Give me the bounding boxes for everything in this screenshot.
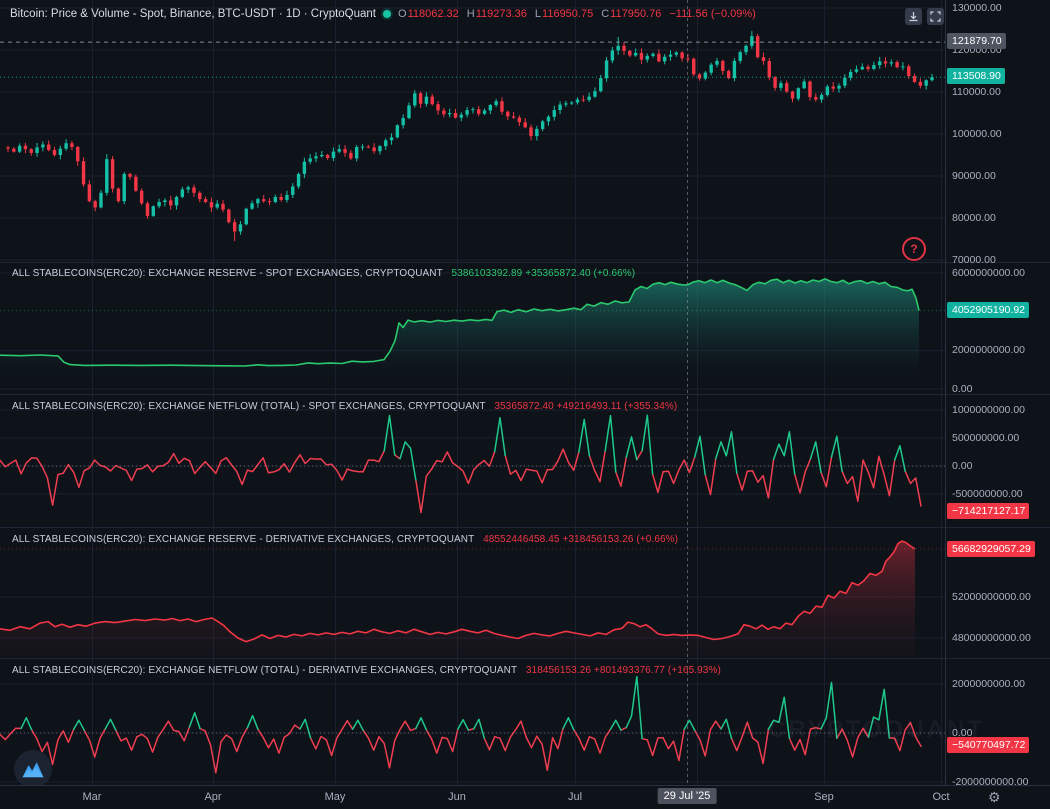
axis-tick-label: 90000.00: [952, 169, 996, 182]
spot-netflow-pane[interactable]: [0, 394, 945, 527]
pane-title: ALL STABLECOINS(ERC20): EXCHANGE RESERVE…: [12, 534, 475, 545]
month-label: Oct: [932, 791, 950, 803]
price-scale[interactable]: 130000.00 120000.00 110000.00 100000.00 9000…: [946, 0, 1050, 788]
pane-toolbar: [905, 8, 944, 25]
ohlc-open: O118062.32: [398, 8, 459, 20]
axis-tick-label: 52000000000.00: [952, 590, 1031, 603]
ohlc-change: −111.56 (−0.09%): [669, 8, 756, 20]
pane-separator[interactable]: [0, 527, 1050, 528]
ohlc-close: C117950.76: [601, 8, 662, 20]
cryptoquant-logo[interactable]: [14, 750, 52, 788]
pane-separator[interactable]: [0, 262, 1050, 263]
mountain-logo-icon: [22, 762, 44, 778]
axis-tick-label: 100000.00: [952, 127, 1002, 140]
settings-gear-icon[interactable]: ⚙: [988, 789, 1001, 805]
cryptoquant-watermark: CRYPTOQUANT: [768, 716, 986, 743]
pane-title: ALL STABLECOINS(ERC20): EXCHANGE RESERVE…: [12, 268, 443, 279]
axis-tick-label: -500000000.00: [952, 488, 1023, 500]
axis-tick-label: 0.00: [952, 460, 973, 472]
month-label: Apr: [204, 791, 222, 803]
axis-tick-label: 0.00: [952, 727, 973, 739]
symbol-header: Bitcoin: Price & Volume - Spot, Binance,…: [10, 8, 756, 20]
axis-tick-label: 0.00: [952, 383, 973, 395]
fullscreen-icon: [930, 11, 941, 22]
price-pane[interactable]: [0, 0, 945, 262]
download-icon: [909, 12, 918, 22]
ohlc-high: H119273.36: [466, 8, 527, 20]
pane-header-spot-reserve[interactable]: ALL STABLECOINS(ERC20): EXCHANGE RESERVE…: [12, 268, 635, 279]
derivative-netflow-value-label: −540770497.72: [947, 737, 1030, 753]
pane-header-derivative-netflow[interactable]: ALL STABLECOINS(ERC20): EXCHANGE NETFLOW…: [12, 665, 721, 676]
axis-tick-label: 80000.00: [952, 211, 996, 224]
pane-header-derivative-reserve[interactable]: ALL STABLECOINS(ERC20): EXCHANGE RESERVE…: [12, 534, 678, 545]
last-price-label: 113508.90: [947, 68, 1005, 84]
spot-reserve-value-label: 4052905190.92: [947, 302, 1029, 318]
help-icon[interactable]: ?: [902, 237, 926, 261]
axis-tick-label: 1000000000.00: [952, 403, 1025, 416]
ohlc-low: L116950.75: [534, 8, 594, 20]
pane-title: ALL STABLECOINS(ERC20): EXCHANGE NETFLOW…: [12, 401, 486, 412]
fullscreen-button[interactable]: [927, 8, 944, 25]
axis-tick-label: 110000.00: [952, 85, 1001, 98]
pane-values: 318456153.26 +801493376.77 (+165.93%): [525, 665, 721, 676]
price-scale-border: [945, 0, 946, 785]
market-status-dot: [383, 10, 392, 18]
download-button[interactable]: [905, 8, 922, 25]
spot-netflow-value-label: −714217127.17: [947, 503, 1030, 519]
crosshair-price-label: 121879.70: [947, 33, 1006, 49]
axis-tick-label: 500000000.00: [952, 431, 1020, 444]
crosshair-date-label: 29 Jul '25: [657, 788, 717, 804]
month-label: Jul: [567, 791, 583, 803]
pane-separator[interactable]: [0, 394, 1050, 395]
ohlc-readout: O118062.32 H119273.36 L116950.75 C117950…: [398, 8, 756, 20]
pane-values: 48552446458.45 +318456153.26 (+0.66%): [483, 534, 679, 545]
spot-reserve-pane[interactable]: [0, 262, 945, 394]
axis-tick-label: 130000.00: [952, 2, 1002, 14]
derivative-netflow-pane[interactable]: [0, 658, 945, 785]
month-label: May: [324, 791, 346, 803]
axis-tick-label: 6000000000.00: [952, 266, 1025, 279]
pane-values: 35365872.40 +49216493.11 (+355.34%): [494, 401, 678, 412]
month-label: Mar: [82, 791, 102, 803]
symbol-title[interactable]: Bitcoin: Price & Volume - Spot, Binance,…: [10, 8, 377, 20]
time-axis[interactable]: Mar Apr May Jun Jul Sep Oct 29 Jul '25 ⚙: [0, 785, 1050, 809]
pane-separator[interactable]: [0, 658, 1050, 659]
axis-tick-label: 2000000000.00: [952, 344, 1025, 357]
axis-tick-label: 70000.00: [952, 253, 996, 266]
pane-header-spot-netflow[interactable]: ALL STABLECOINS(ERC20): EXCHANGE NETFLOW…: [12, 401, 677, 412]
pane-values: 5386103392.89 +35365872.40 (+0.66%): [451, 268, 636, 279]
pane-title: ALL STABLECOINS(ERC20): EXCHANGE NETFLOW…: [12, 665, 517, 676]
month-label: Jun: [448, 791, 466, 803]
axis-tick-label: 2000000000.00: [952, 677, 1025, 690]
derivative-reserve-pane[interactable]: [0, 527, 945, 658]
derivative-reserve-value-label: 56682929057.29: [947, 541, 1035, 557]
axis-tick-label: 48000000000.00: [952, 632, 1031, 644]
month-label: Sep: [814, 791, 834, 803]
